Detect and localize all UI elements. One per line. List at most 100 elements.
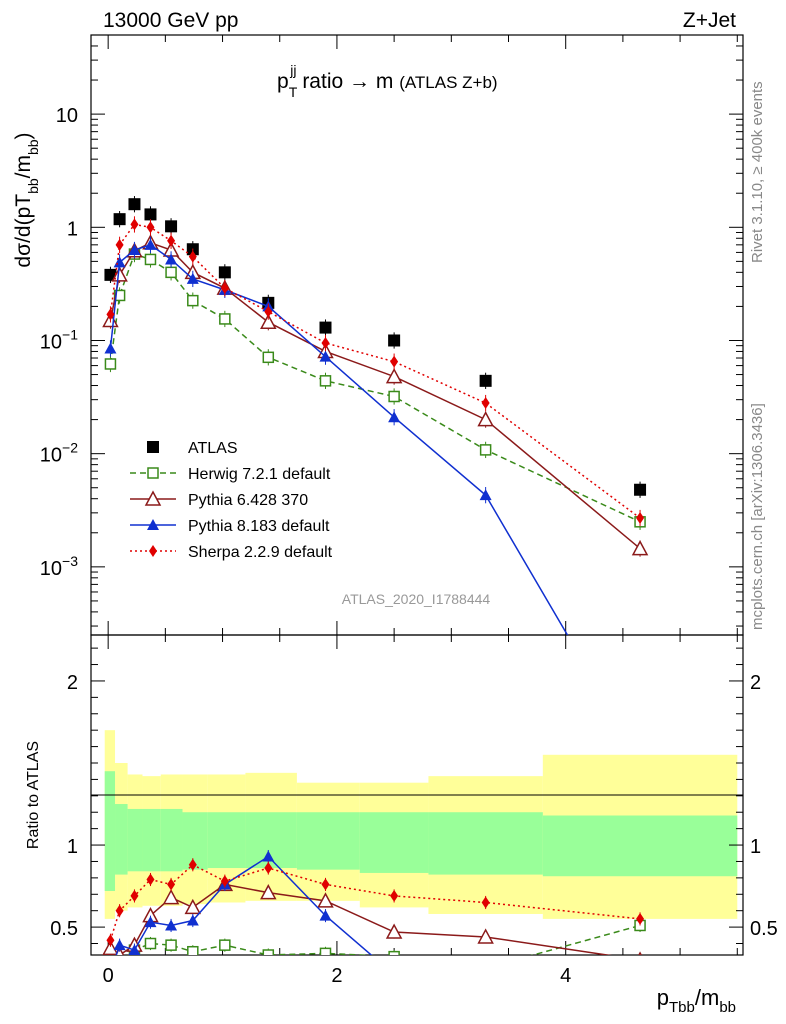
band-inner-bin bbox=[296, 812, 360, 870]
ratio-point-sherpa bbox=[188, 858, 197, 871]
legend-label-herwig: Herwig 7.2.1 default bbox=[188, 466, 331, 483]
axis-tick-labels: 0 2 4 10−3 10−2 10−1 1 10 0.5 0.5 1 1 2 2 bbox=[40, 105, 778, 987]
main-point-atlas bbox=[479, 374, 492, 387]
main-point-pythia8 bbox=[165, 253, 178, 265]
main-point-herwig bbox=[113, 289, 126, 302]
header-right: Z+Jet bbox=[683, 9, 736, 32]
ratio-ylabel: Ratio to ATLAS bbox=[25, 741, 42, 849]
main-point-atlas bbox=[319, 321, 332, 334]
ratio-tick-label-right: 0.5 bbox=[750, 918, 778, 940]
ratio-point-herwig bbox=[262, 949, 275, 955]
plot-title: pTjj ratio → m (ATLAS Z+b) bbox=[277, 62, 498, 100]
ratio-point-pythia8 bbox=[634, 1002, 646, 1013]
legend-label-atlas: ATLAS bbox=[188, 440, 238, 457]
ratio-point-herwig bbox=[144, 937, 157, 950]
ratio-point-sherpa bbox=[220, 875, 229, 888]
main-point-pythia8 bbox=[479, 489, 492, 501]
ratio-point-pythia8 bbox=[165, 919, 178, 931]
ratio-point-pythia6 bbox=[385, 923, 403, 939]
main-panel-series bbox=[102, 196, 649, 635]
header-left: 13000 GeV pp bbox=[103, 9, 238, 32]
legend-label-pythia8: Pythia 8.183 default bbox=[188, 518, 330, 535]
ratio-tick-label-left: 2 bbox=[67, 672, 78, 694]
main-point-herwig bbox=[219, 313, 231, 325]
main-line-sherpa bbox=[109, 223, 641, 519]
y-tick-label: 10−2 bbox=[40, 440, 78, 467]
ratio-point-sherpa bbox=[167, 878, 176, 891]
main-point-pythia8 bbox=[144, 238, 157, 250]
x-tick-label: 2 bbox=[331, 965, 342, 987]
main-point-pythia6 bbox=[260, 313, 277, 329]
x-tick-label: 4 bbox=[560, 965, 571, 987]
ratio-point-sherpa bbox=[264, 862, 273, 875]
main-point-sherpa bbox=[188, 250, 197, 263]
ratio-line-sherpa bbox=[109, 863, 641, 941]
legend-marker-atlas bbox=[147, 441, 159, 453]
ratio-point-pythia8 bbox=[388, 969, 400, 980]
ratio-point-pythia6 bbox=[317, 892, 334, 908]
main-point-sherpa bbox=[115, 238, 124, 251]
main-point-herwig bbox=[262, 351, 275, 364]
legend-marker-sherpa bbox=[149, 545, 157, 557]
legend-label-pythia6: Pythia 6.428 370 bbox=[188, 492, 308, 509]
main-point-atlas bbox=[128, 198, 141, 211]
legend-marker-pythia8 bbox=[147, 519, 159, 530]
ratio-point-herwig bbox=[319, 947, 332, 955]
main-point-atlas bbox=[388, 334, 401, 347]
main-point-herwig bbox=[479, 444, 492, 456]
main-point-atlas bbox=[218, 266, 231, 279]
ratio-point-pythia8 bbox=[113, 939, 126, 951]
main-point-sherpa bbox=[167, 234, 176, 247]
main-point-herwig bbox=[319, 375, 332, 387]
ratio-point-pythia6 bbox=[260, 884, 277, 900]
y-tick-label: 10 bbox=[56, 105, 78, 127]
band-inner-bin bbox=[127, 808, 143, 872]
ratio-point-sherpa bbox=[321, 878, 330, 891]
axis-ticks bbox=[91, 34, 743, 955]
y-tick-label: 10−1 bbox=[40, 326, 78, 353]
main-point-herwig bbox=[388, 390, 400, 403]
band-inner-bin bbox=[542, 815, 738, 877]
rivet-label: Rivet 3.1.10, ≥ 400k events bbox=[749, 81, 766, 263]
main-point-atlas bbox=[113, 213, 126, 226]
x-tick-label: 0 bbox=[103, 965, 114, 987]
ratio-point-herwig bbox=[481, 963, 491, 973]
ratio-point-herwig bbox=[187, 945, 199, 955]
ratio-point-sherpa bbox=[481, 896, 490, 909]
ratio-point-sherpa bbox=[115, 904, 124, 917]
main-point-atlas bbox=[144, 208, 157, 221]
main-point-atlas bbox=[165, 220, 178, 233]
main-point-sherpa bbox=[130, 218, 139, 231]
legend-marker-pythia6 bbox=[144, 490, 162, 506]
ratio-point-pythia6 bbox=[638, 951, 643, 955]
ratio-point-pythia6 bbox=[102, 939, 119, 955]
main-point-sherpa bbox=[636, 512, 645, 525]
ratio-point-sherpa bbox=[130, 889, 139, 902]
main-point-atlas bbox=[634, 483, 647, 496]
ratio-point-sherpa bbox=[146, 873, 155, 886]
main-point-herwig bbox=[187, 294, 199, 307]
main-point-sherpa bbox=[264, 305, 273, 318]
band-inner-bin bbox=[160, 808, 183, 872]
ratio-point-sherpa bbox=[390, 889, 399, 902]
ratio-uncertainty-bands bbox=[104, 730, 738, 919]
ratio-point-herwig bbox=[388, 950, 400, 955]
ratio-panel-series bbox=[102, 849, 646, 1013]
band-inner-bin bbox=[104, 771, 116, 891]
ratio-point-herwig bbox=[219, 939, 231, 951]
main-point-sherpa bbox=[481, 397, 490, 410]
ratio-point-pythia8 bbox=[128, 944, 141, 955]
analysis-watermark: ATLAS_2020_I1788444 bbox=[342, 591, 491, 607]
main-point-pythia8 bbox=[104, 342, 117, 354]
main-point-pythia6 bbox=[477, 411, 494, 427]
ratio-tick-label-right: 1 bbox=[750, 836, 761, 858]
main-point-pythia8 bbox=[186, 272, 199, 284]
main-point-pythia8 bbox=[128, 244, 141, 256]
main-point-pythia6 bbox=[631, 540, 649, 556]
ratio-point-pythia6 bbox=[162, 888, 180, 905]
ratio-point-pythia8 bbox=[144, 916, 157, 928]
ratio-point-pythia8 bbox=[319, 909, 332, 921]
ratio-point-sherpa bbox=[106, 934, 115, 947]
main-point-sherpa bbox=[106, 308, 115, 321]
